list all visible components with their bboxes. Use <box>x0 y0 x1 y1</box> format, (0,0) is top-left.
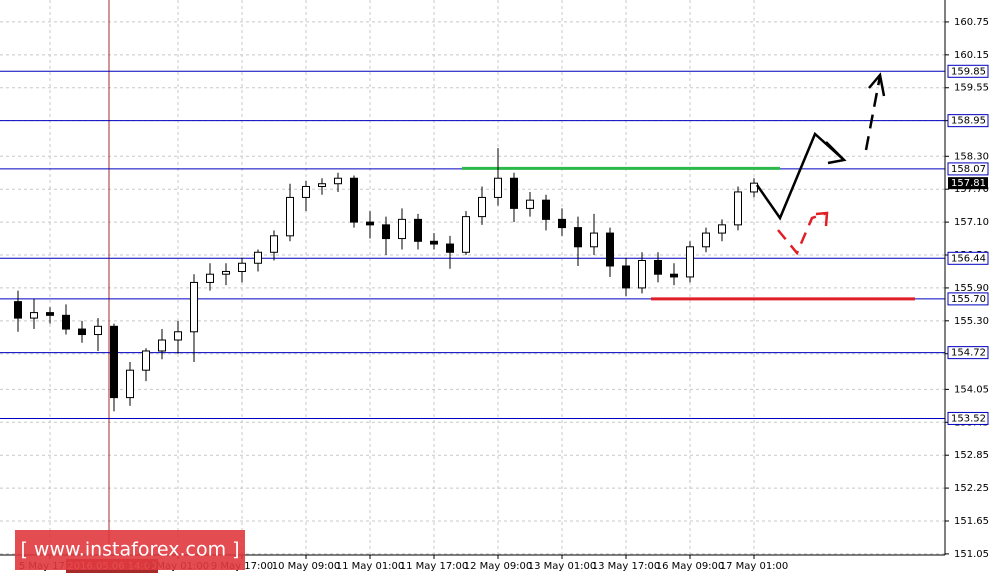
candles <box>14 148 758 412</box>
candle-body <box>302 185 310 198</box>
candle-body <box>734 191 742 226</box>
y-tick-label: 151.65 <box>954 516 989 527</box>
candle-body <box>14 301 22 319</box>
candle-body <box>542 199 550 220</box>
y-tick-label: 155.90 <box>954 283 989 294</box>
candle-body <box>158 339 166 352</box>
candle-body <box>606 232 614 267</box>
level-label: 156.44 <box>951 253 986 264</box>
candle-body <box>654 259 662 275</box>
x-tick-label: 11 May 01:00 <box>336 561 405 572</box>
candle-body <box>574 227 582 248</box>
candle-body <box>510 177 518 209</box>
watermark-box: [ www.instaforex.com ] <box>15 530 245 570</box>
candle-body <box>142 350 150 371</box>
candle-body <box>238 262 246 272</box>
level-label: 158.95 <box>951 116 986 127</box>
candle-body <box>254 251 262 264</box>
level-label-bg <box>947 346 989 360</box>
candle-body <box>750 182 758 193</box>
y-tick-label: 160.75 <box>954 17 989 28</box>
last-price-label: 157.81 <box>951 178 986 189</box>
candle-body <box>494 177 502 198</box>
grid <box>0 0 945 555</box>
candle-body <box>590 232 598 248</box>
candle-body <box>350 177 358 223</box>
arrow-head <box>868 72 886 97</box>
watermark-bg <box>15 530 245 570</box>
y-tick-label: 159.55 <box>954 83 989 94</box>
level-label-bg <box>947 64 989 78</box>
y-tick-label: 160.15 <box>954 50 989 61</box>
level-label: 158.07 <box>951 164 986 175</box>
level-label-bg <box>947 114 989 128</box>
y-tick-label: 157.10 <box>954 217 989 228</box>
candle-body <box>30 312 38 319</box>
forecast-arrow-dashed <box>864 75 882 151</box>
y-tick-label: 151.05 <box>954 549 989 560</box>
alt-arrow <box>777 211 828 256</box>
candle-body <box>462 216 470 253</box>
candle-body <box>718 224 726 234</box>
y-tick-label: 152.85 <box>954 450 989 461</box>
candle-body <box>702 232 710 248</box>
x-tick-label: 16 May 09:00 <box>656 561 725 572</box>
arrow-head <box>815 211 829 227</box>
candle-body <box>414 218 422 242</box>
x-tick-label: 12 May 09:00 <box>464 561 533 572</box>
x-tick-label: 17 May 01:00 <box>720 561 789 572</box>
candle-body <box>190 281 198 333</box>
candle-body <box>46 312 54 316</box>
candle-body <box>622 265 630 289</box>
candle-body <box>478 196 486 218</box>
arrow-head <box>825 141 847 165</box>
level-label-bg <box>947 251 989 265</box>
candle-body <box>382 224 390 240</box>
candle-body <box>334 177 342 185</box>
candle-body <box>222 270 230 275</box>
candle-body <box>670 273 678 278</box>
x-tick-label: 13 May 01:00 <box>528 561 597 572</box>
candle-body <box>94 325 102 336</box>
x-tick-label: 11 May 17:00 <box>400 561 469 572</box>
candle-body <box>270 235 278 253</box>
candle-body <box>206 273 214 283</box>
candle-body <box>366 221 374 226</box>
candle-body <box>286 196 294 237</box>
candle-body <box>78 328 86 336</box>
y-tick-label: 158.30 <box>954 151 989 162</box>
candle-body <box>638 259 646 289</box>
candle-body <box>686 246 694 278</box>
level-label: 159.85 <box>951 66 986 77</box>
candle-body <box>110 325 118 399</box>
y-tick-label: 154.05 <box>954 384 989 395</box>
candle-body <box>62 314 70 330</box>
candle-body <box>398 218 406 240</box>
x-tick-label: 10 May 09:00 <box>272 561 341 572</box>
annotations <box>755 72 886 256</box>
level-label: 155.70 <box>951 294 986 305</box>
candle-body <box>318 183 326 187</box>
candle-body <box>526 199 534 209</box>
candle-body <box>126 369 134 399</box>
level-label: 153.52 <box>951 413 986 424</box>
y-tick-label: 155.30 <box>954 316 989 327</box>
candle-body <box>558 218 566 229</box>
last-price-bg <box>948 177 988 190</box>
candle-body <box>430 240 438 245</box>
level-label-bg <box>947 162 989 176</box>
level-label-bg <box>947 411 989 425</box>
x-tick-label: 13 May 17:00 <box>592 561 661 572</box>
level-label-bg <box>947 292 989 306</box>
y-tick-label: 157.70 <box>954 184 989 195</box>
candle-body <box>174 331 182 341</box>
level-label: 154.72 <box>951 348 986 359</box>
watermark: [ www.instaforex.com ] <box>20 539 239 561</box>
y-tick-label: 152.25 <box>954 483 989 494</box>
candle-body <box>446 243 454 253</box>
levels <box>0 70 945 419</box>
